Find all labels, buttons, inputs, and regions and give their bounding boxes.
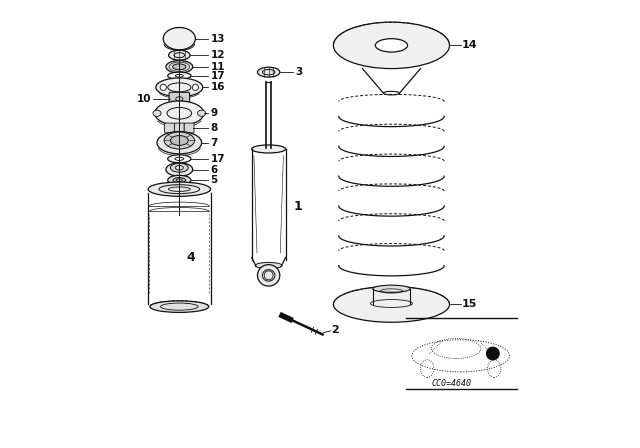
Text: 15: 15: [462, 299, 477, 310]
Ellipse shape: [168, 72, 191, 79]
Ellipse shape: [148, 182, 211, 196]
Text: 12: 12: [211, 50, 225, 60]
Ellipse shape: [153, 110, 161, 116]
Ellipse shape: [155, 101, 204, 125]
Ellipse shape: [372, 285, 410, 293]
Text: 17: 17: [211, 154, 225, 164]
Ellipse shape: [333, 22, 449, 69]
Ellipse shape: [156, 78, 203, 97]
Ellipse shape: [198, 110, 205, 116]
Text: 16: 16: [211, 82, 225, 92]
Ellipse shape: [173, 177, 186, 183]
Ellipse shape: [173, 64, 186, 70]
Text: 1: 1: [293, 200, 302, 213]
Ellipse shape: [170, 163, 188, 172]
Ellipse shape: [168, 155, 191, 163]
Ellipse shape: [157, 132, 202, 154]
Ellipse shape: [257, 265, 280, 286]
Text: 13: 13: [211, 34, 225, 43]
Ellipse shape: [255, 263, 282, 269]
Ellipse shape: [166, 163, 193, 176]
Text: CC0=4640: CC0=4640: [432, 379, 472, 388]
Text: 17: 17: [211, 71, 225, 81]
Text: 3: 3: [296, 67, 303, 77]
Ellipse shape: [164, 132, 195, 149]
Text: 11: 11: [211, 62, 225, 72]
Circle shape: [192, 84, 198, 90]
Text: 6: 6: [211, 164, 218, 175]
Ellipse shape: [166, 60, 193, 73]
Ellipse shape: [168, 50, 190, 60]
Ellipse shape: [170, 136, 188, 146]
Ellipse shape: [163, 27, 195, 50]
Circle shape: [486, 347, 499, 360]
Text: 9: 9: [211, 108, 218, 118]
FancyBboxPatch shape: [175, 123, 184, 133]
FancyBboxPatch shape: [184, 123, 194, 133]
Ellipse shape: [257, 67, 280, 77]
FancyBboxPatch shape: [164, 123, 175, 133]
Text: 10: 10: [137, 94, 152, 104]
Text: 2: 2: [332, 325, 339, 335]
FancyBboxPatch shape: [169, 92, 189, 106]
Text: 7: 7: [211, 138, 218, 148]
Text: 4: 4: [186, 251, 195, 264]
Ellipse shape: [333, 287, 449, 322]
Text: 14: 14: [462, 40, 477, 50]
Text: 5: 5: [211, 175, 218, 185]
Ellipse shape: [168, 175, 191, 185]
Ellipse shape: [376, 39, 408, 52]
Ellipse shape: [150, 301, 209, 312]
Circle shape: [160, 84, 166, 90]
Ellipse shape: [252, 145, 285, 153]
Text: 8: 8: [211, 123, 218, 133]
